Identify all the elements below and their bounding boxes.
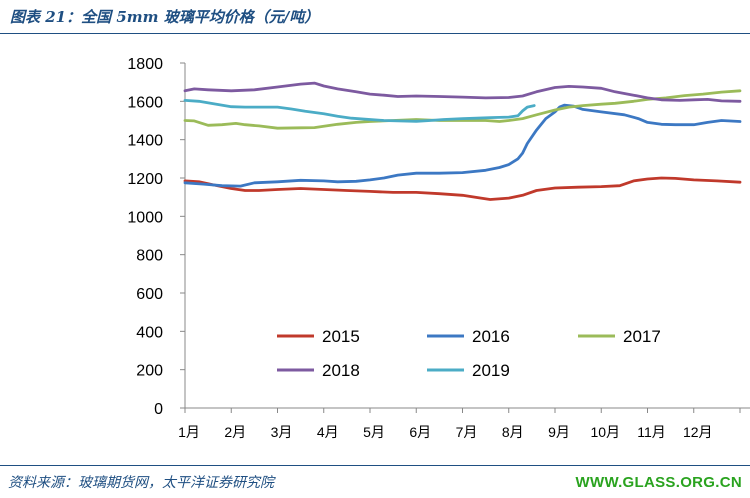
x-tick-label: 7月 (456, 424, 478, 440)
x-tick-label: 6月 (409, 424, 431, 440)
title-divider (0, 33, 750, 34)
x-tick-label: 12月 (683, 424, 713, 440)
line-chart: 0 200 400 600 800 1000 1200 1400 1600 1800 1月 2月 3月 4… (127, 56, 750, 440)
y-tick-label: 800 (136, 248, 163, 265)
series-line-2018 (183, 81, 742, 103)
y-tick-label: 1800 (127, 56, 163, 73)
y-tick-label: 1600 (127, 94, 163, 111)
x-tick-label: 4月 (317, 424, 339, 440)
y-tick-label: 0 (154, 401, 163, 418)
x-tick-label: 2月 (224, 424, 246, 440)
x-tick-label: 9月 (548, 424, 570, 440)
chart-area: 0 200 400 600 800 1000 1200 1400 1600 1800 1月 2月 3月 4… (0, 34, 750, 462)
series-line-2016 (183, 103, 742, 188)
y-tick-label: 400 (136, 324, 163, 341)
footer-divider (0, 465, 750, 466)
y-tick-label: 1400 (127, 133, 163, 150)
series-line-2015 (183, 176, 742, 201)
x-tick-label: 5月 (363, 424, 385, 440)
legend-label-2016: 2016 (472, 327, 510, 346)
x-tick-label: 10月 (590, 424, 620, 440)
x-tick-label: 3月 (271, 424, 293, 440)
x-tick-label: 1月 (178, 424, 200, 440)
legend-label-2019: 2019 (472, 361, 510, 380)
y-tick-label: 1000 (127, 209, 163, 226)
x-tick-label: 8月 (502, 424, 524, 440)
legend-label-2015: 2015 (322, 327, 360, 346)
chart-title: 图表 21：全国 5mm 玻璃平均价格（元/吨） (10, 8, 320, 26)
title-bar: 图表 21：全国 5mm 玻璃平均价格（元/吨） (0, 0, 750, 34)
y-tick-label: 1200 (127, 171, 163, 188)
source-note: 资料来源：玻璃期货网，太平洋证券研究院 (8, 475, 274, 491)
x-tick-label: 11月 (637, 424, 666, 440)
series-line-2019 (183, 99, 536, 123)
series-line-2017 (183, 89, 742, 130)
legend-label-2018: 2018 (322, 361, 360, 380)
watermark-logo: WWW.GLASS.ORG.CN (575, 474, 742, 491)
legend-label-2017: 2017 (623, 327, 661, 346)
y-tick-label: 200 (136, 363, 163, 380)
y-tick-label: 600 (136, 286, 163, 303)
